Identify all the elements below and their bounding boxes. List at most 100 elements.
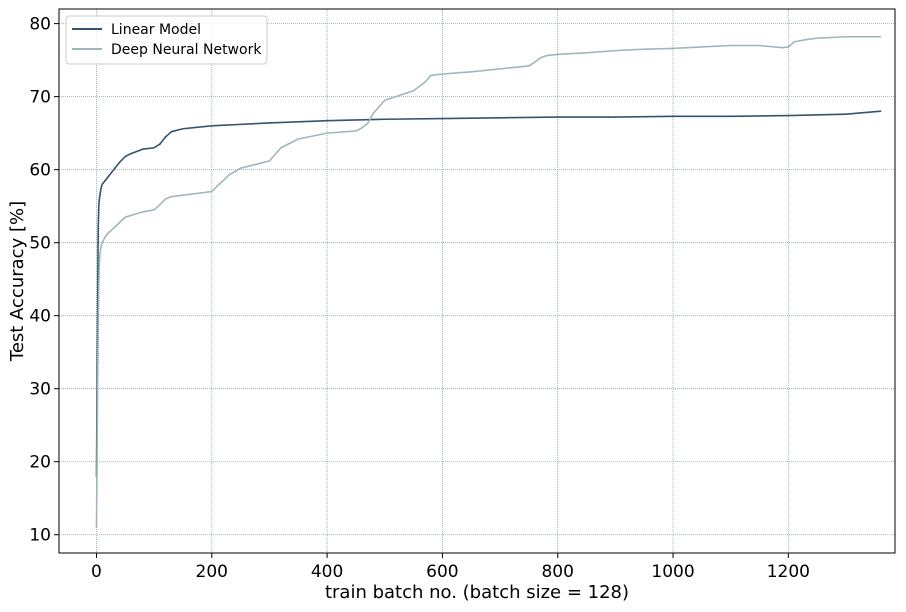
series-1-segment-48 xyxy=(643,47,674,50)
series-1-segment-46 xyxy=(585,49,617,54)
series-0-segment-19 xyxy=(164,130,173,138)
series-1-segment-26 xyxy=(268,146,282,162)
y-tick-label-80: 80 xyxy=(29,15,51,35)
x-axis-label: train batch no. (batch size = 128) xyxy=(325,582,629,603)
series-1-segment-12 xyxy=(112,216,127,229)
series-1-segment-16 xyxy=(159,198,167,206)
series-1-segment-33 xyxy=(372,99,386,115)
series-0-segment-13 xyxy=(118,155,127,164)
series-1-segment-30 xyxy=(355,127,363,132)
y-tick-label-50: 50 xyxy=(29,234,51,254)
series-1-segment-22 xyxy=(216,179,225,187)
series-1-segment-19 xyxy=(182,192,202,196)
plot-frame xyxy=(58,8,896,554)
series-1-segment-5 xyxy=(97,263,101,288)
series-1-segment-41 xyxy=(528,61,536,67)
series-1-segment-43 xyxy=(539,54,547,59)
series-1-segment-6 xyxy=(98,252,101,266)
series-1-segment-36 xyxy=(424,74,432,83)
series-0-segment-33 xyxy=(787,113,847,117)
y-tick-label-20: 20 xyxy=(29,453,51,473)
series-0-segment-21 xyxy=(182,125,213,130)
legend-label-deep-neural-network: Deep Neural Network xyxy=(111,42,262,58)
series-0-segment-3 xyxy=(96,227,100,302)
series-1-segment-34 xyxy=(383,89,415,102)
x-tick-label-800: 800 xyxy=(541,562,573,582)
y-tick-label-30: 30 xyxy=(29,380,51,400)
series-1-segment-29 xyxy=(326,130,357,134)
series-1-segment-44 xyxy=(545,53,559,57)
y-tick-label-70: 70 xyxy=(29,88,51,108)
series-1-segment-39 xyxy=(470,68,501,73)
legend: Linear Model Deep Neural Network xyxy=(65,15,268,65)
series-0-segment-25 xyxy=(326,118,386,122)
series-0-segment-11 xyxy=(107,168,115,178)
series-group xyxy=(95,35,882,529)
series-0-segment-28 xyxy=(499,116,559,119)
series-1-segment-25 xyxy=(239,160,271,169)
x-tick-label-400: 400 xyxy=(311,562,343,582)
series-1-segment-56 xyxy=(804,37,818,41)
series-0-segment-24 xyxy=(268,119,328,124)
x-tick-label-600: 600 xyxy=(426,562,458,582)
legend-box xyxy=(65,15,268,65)
x-tick-label-1000: 1000 xyxy=(651,562,694,582)
series-0-segment-26 xyxy=(383,117,444,121)
series-0-segment-16 xyxy=(141,146,155,150)
series-0-segment-23 xyxy=(239,122,271,126)
series-1-segment-2 xyxy=(96,387,99,463)
series-0-segment-4 xyxy=(97,205,100,229)
series-0-segment-22 xyxy=(210,123,242,127)
series-1-segment-31 xyxy=(360,122,369,129)
series-0-segment-27 xyxy=(441,117,501,120)
series-1-segment-17 xyxy=(164,195,173,200)
series-1-segment-24 xyxy=(228,167,242,176)
series-1-segment-50 xyxy=(701,44,732,48)
series-0-segment-18 xyxy=(159,135,167,145)
series-1-segment-37 xyxy=(430,73,444,77)
series-1-segment-11 xyxy=(107,227,115,234)
series-0-segment-17 xyxy=(153,143,161,149)
series-0-segment-20 xyxy=(170,127,184,133)
series-1-segment-57 xyxy=(816,35,847,40)
grid xyxy=(59,9,895,553)
series-1-segment-35 xyxy=(412,81,426,92)
series-1-segment-18 xyxy=(170,194,184,198)
y-tick-label-10: 10 xyxy=(29,526,51,546)
series-1-segment-14 xyxy=(141,209,155,213)
series-1-segment-55 xyxy=(793,38,807,43)
x-tick-label-0: 0 xyxy=(91,562,102,582)
series-1-segment-13 xyxy=(124,211,144,218)
series-1-segment-27 xyxy=(280,138,300,149)
series-0-segment-12 xyxy=(112,161,121,171)
series-1-segment-32 xyxy=(366,112,375,125)
series-0-segment-15 xyxy=(130,148,144,155)
series-1-segment-49 xyxy=(672,46,703,50)
x-tick-label-1200: 1200 xyxy=(767,562,810,582)
series-1-segment-20 xyxy=(199,190,213,194)
series-1-segment-40 xyxy=(499,65,530,70)
series-1-segment-23 xyxy=(222,173,230,182)
series-0-segment-7 xyxy=(99,187,102,196)
y-tick-label-40: 40 xyxy=(29,307,51,327)
series-1-segment-38 xyxy=(441,71,473,75)
series-1-segment-45 xyxy=(556,52,588,56)
series-1-segment-52 xyxy=(758,44,784,49)
series-0-segment-30 xyxy=(614,115,674,118)
ticks: 0 200 400 600 800 1000 1200 10 20 30 40 50 60 70 80 xyxy=(29,15,810,582)
series-1-segment-28 xyxy=(297,132,328,140)
series-0-segment-34 xyxy=(845,110,882,115)
series-1-segment-42 xyxy=(533,57,542,64)
series-0-segment-32 xyxy=(729,114,790,118)
series-0-segment-14 xyxy=(124,152,132,158)
series-1-segment-7 xyxy=(99,245,102,255)
series-1-segment-9 xyxy=(101,236,106,244)
y-tick-label-60: 60 xyxy=(29,161,51,181)
y-axis-label: Test Accuracy [%] xyxy=(7,201,28,362)
series-1-segment-4 xyxy=(97,285,100,332)
series-1-segment-21 xyxy=(210,184,219,193)
x-tick-label-200: 200 xyxy=(196,562,228,582)
series-1-segment-53 xyxy=(781,46,790,49)
